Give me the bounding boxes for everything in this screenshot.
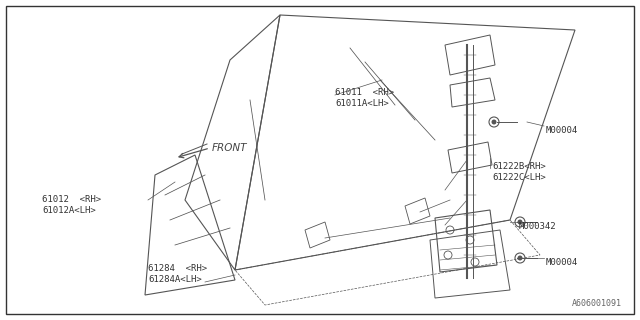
Circle shape (518, 255, 522, 260)
Text: 61012  <RH>: 61012 <RH> (42, 195, 101, 204)
Text: 61284  <RH>: 61284 <RH> (148, 264, 207, 273)
Text: 61284A<LH>: 61284A<LH> (148, 275, 202, 284)
Text: 61222C<LH>: 61222C<LH> (492, 173, 546, 182)
Text: M00004: M00004 (546, 126, 579, 135)
Text: M000342: M000342 (519, 222, 557, 231)
Text: 61222B<RH>: 61222B<RH> (492, 162, 546, 171)
Circle shape (518, 220, 522, 225)
Text: 61011A<LH>: 61011A<LH> (335, 99, 388, 108)
Circle shape (492, 119, 497, 124)
Text: A606001091: A606001091 (572, 299, 622, 308)
Text: M00004: M00004 (546, 258, 579, 267)
Text: FRONT: FRONT (212, 143, 248, 153)
Text: 61012A<LH>: 61012A<LH> (42, 206, 96, 215)
Text: 61011  <RH>: 61011 <RH> (335, 88, 394, 97)
